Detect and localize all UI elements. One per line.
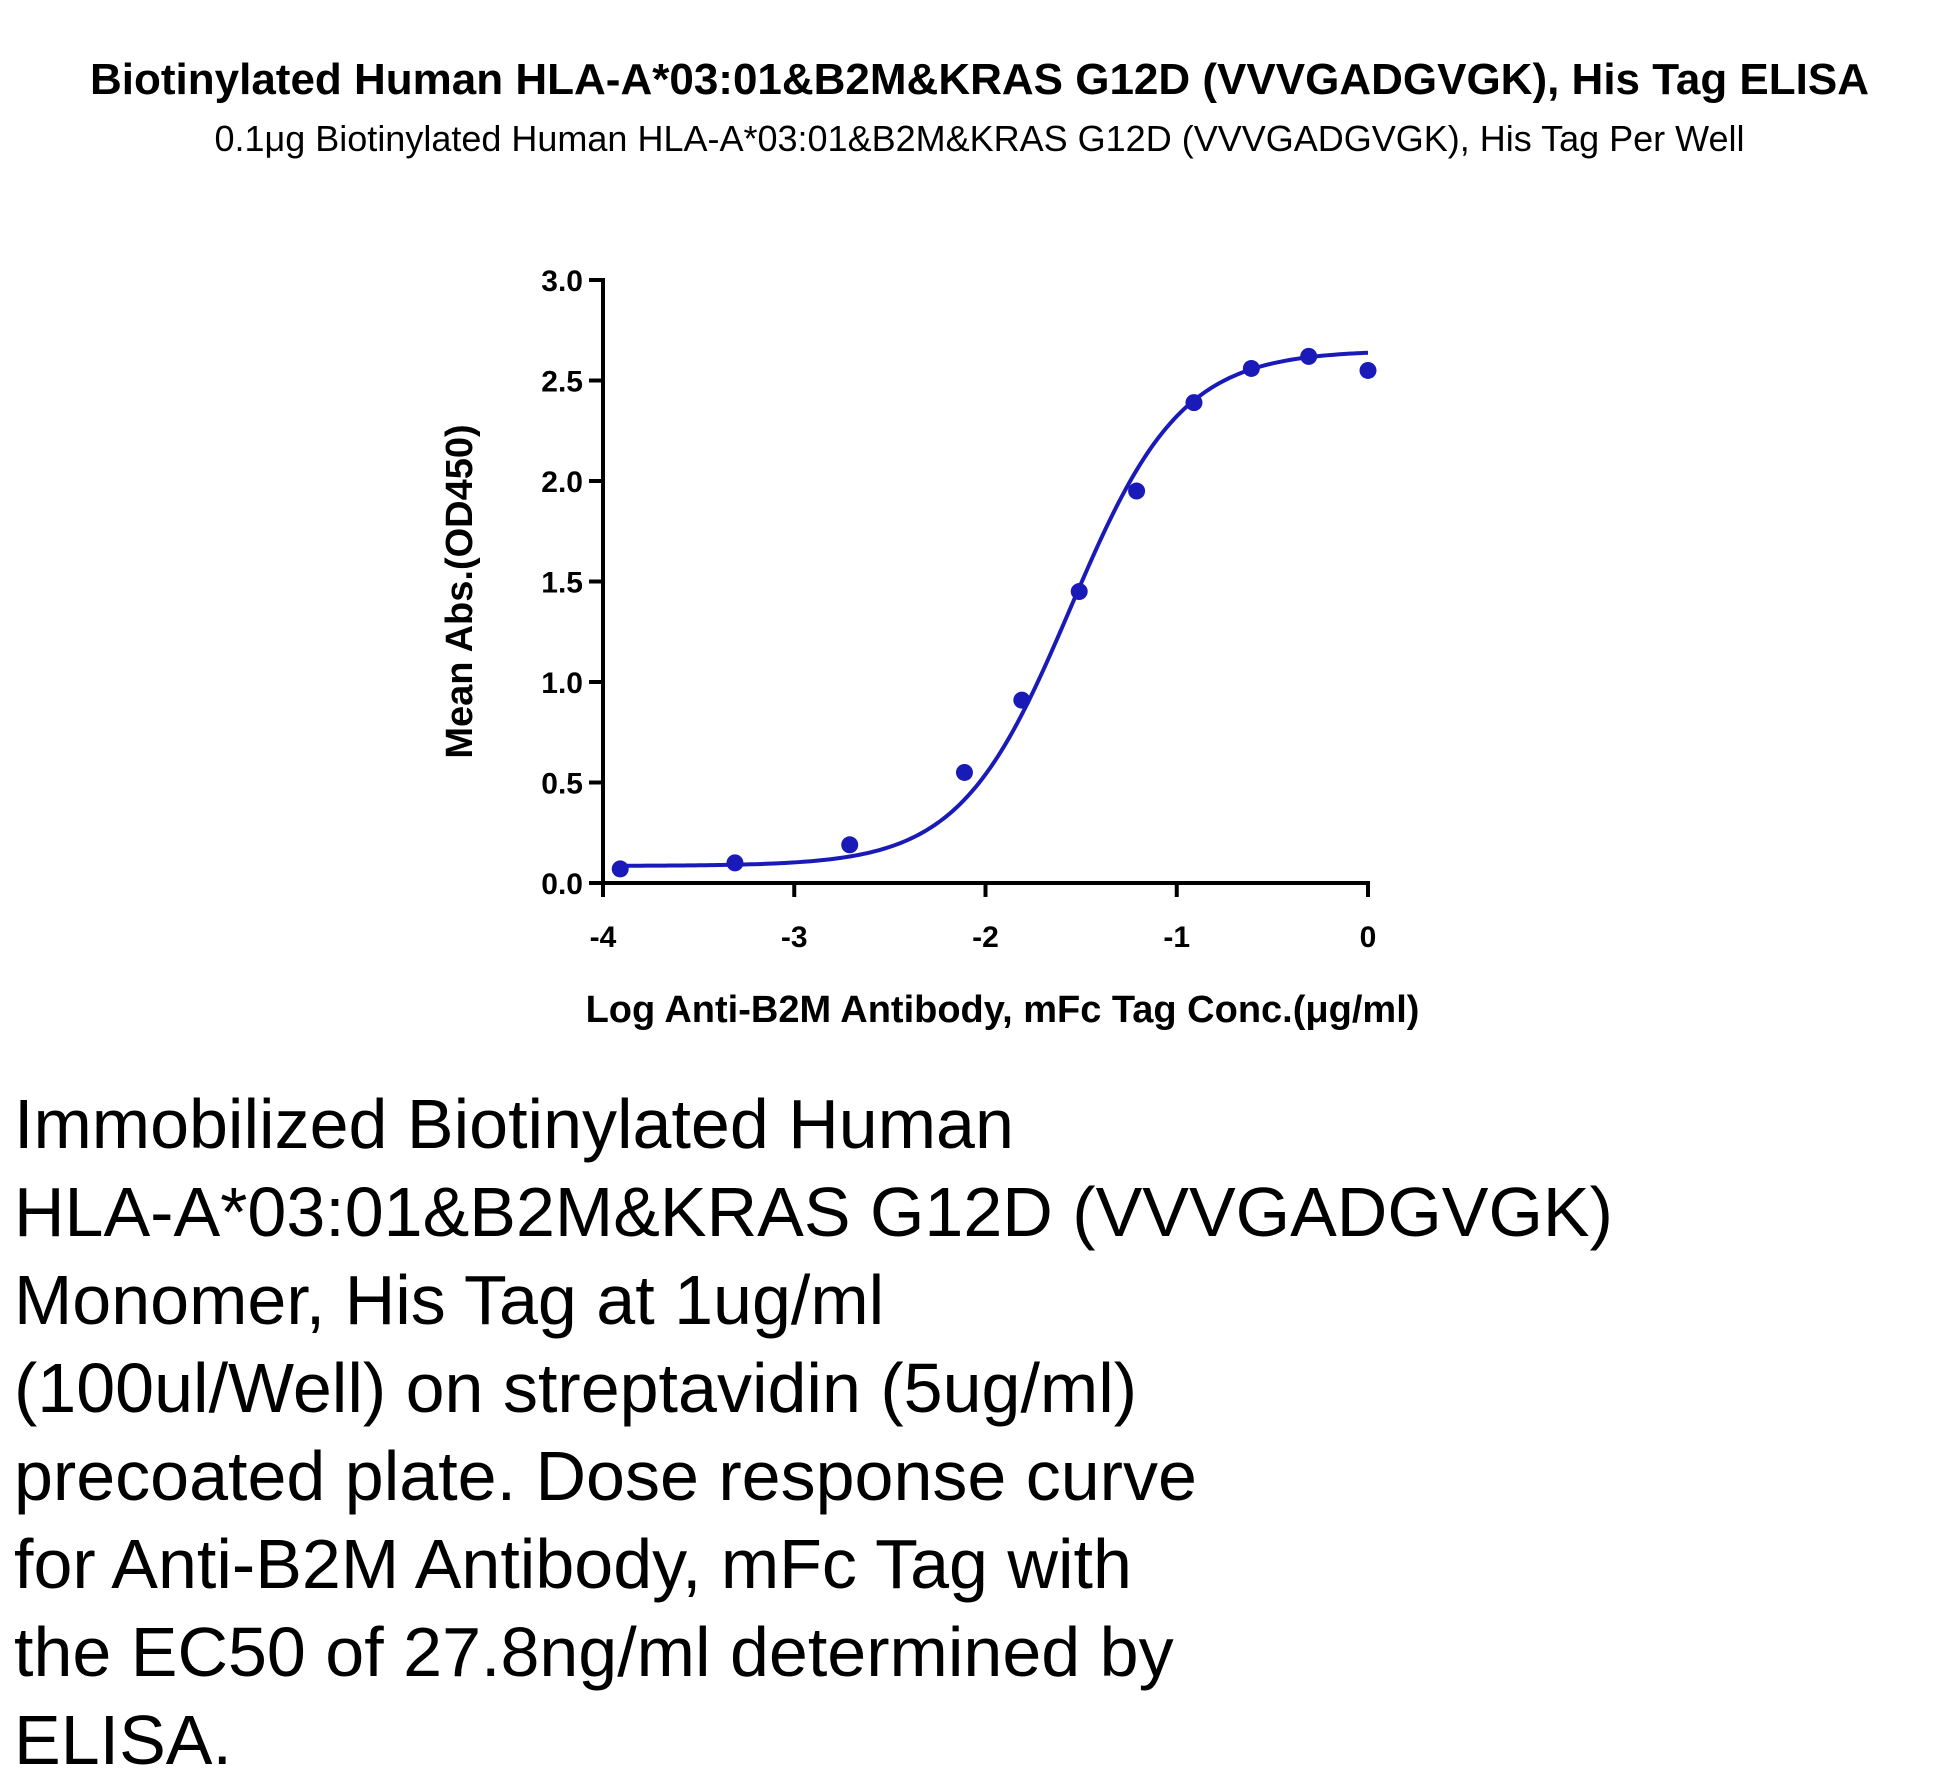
data-point	[611, 860, 629, 878]
data-point	[1128, 482, 1146, 500]
caption-line: ELISA.	[14, 1701, 232, 1779]
data-point	[1185, 394, 1203, 412]
y-tick-label: 1.0	[541, 667, 583, 700]
y-ticks: 0.0 0.5 1.0 1.5 2.0 2.5 3.0	[541, 265, 603, 901]
x-tick-label: -4	[590, 921, 617, 954]
x-tick-label: 0	[1360, 921, 1377, 954]
y-tick-label: 2.5	[541, 366, 583, 399]
caption-line: for Anti-B2M Antibody, mFc Tag with	[14, 1525, 1132, 1603]
x-tick-label: -2	[972, 921, 999, 954]
data-points	[611, 347, 1377, 878]
x-axis-label: Log Anti-B2M Antibody, mFc Tag Conc.(μg/…	[586, 989, 1420, 1031]
caption: Immobilized Biotinylated Human HLA-A*03:…	[14, 1080, 1854, 1784]
y-tick-label: 0.0	[541, 868, 583, 901]
elisa-chart: 0.0 0.5 1.0 1.5 2.0 2.5 3.0 -4 -3 -2 -1 0 Log Anti…	[439, 265, 1420, 1031]
data-point	[1070, 583, 1088, 601]
x-tick-label: -3	[781, 921, 808, 954]
data-point	[1359, 361, 1377, 379]
caption-line: (100ul/Well) on streptavidin (5ug/ml)	[14, 1349, 1138, 1427]
caption-line: Monomer, His Tag at 1ug/ml	[14, 1261, 885, 1339]
data-point	[955, 763, 973, 781]
caption-line: the EC50 of 27.8ng/ml determined by	[14, 1613, 1174, 1691]
y-axis-label: Mean Abs.(OD450)	[439, 424, 481, 758]
caption-line: precoated plate. Dose response curve	[14, 1437, 1197, 1515]
chart-title: Biotinylated Human HLA-A*03:01&B2M&KRAS …	[90, 55, 1869, 104]
y-tick-label: 0.5	[541, 768, 583, 801]
data-point	[841, 836, 859, 854]
fit-curve	[620, 350, 1369, 868]
y-tick-label: 3.0	[541, 265, 583, 298]
x-ticks: -4 -3 -2 -1 0	[590, 883, 1377, 954]
data-point	[726, 854, 744, 872]
caption-line: Immobilized Biotinylated Human	[14, 1085, 1014, 1163]
chart-subtitle: 0.1μg Biotinylated Human HLA-A*03:01&B2M…	[214, 118, 1745, 159]
x-tick-label: -1	[1163, 921, 1190, 954]
y-tick-label: 1.5	[541, 567, 583, 600]
data-point	[1300, 347, 1318, 365]
data-point	[1242, 359, 1260, 377]
data-point	[1013, 691, 1031, 709]
y-tick-label: 2.0	[541, 466, 583, 499]
caption-line: HLA-A*03:01&B2M&KRAS G12D (VVVGADGVGK)	[14, 1173, 1613, 1251]
